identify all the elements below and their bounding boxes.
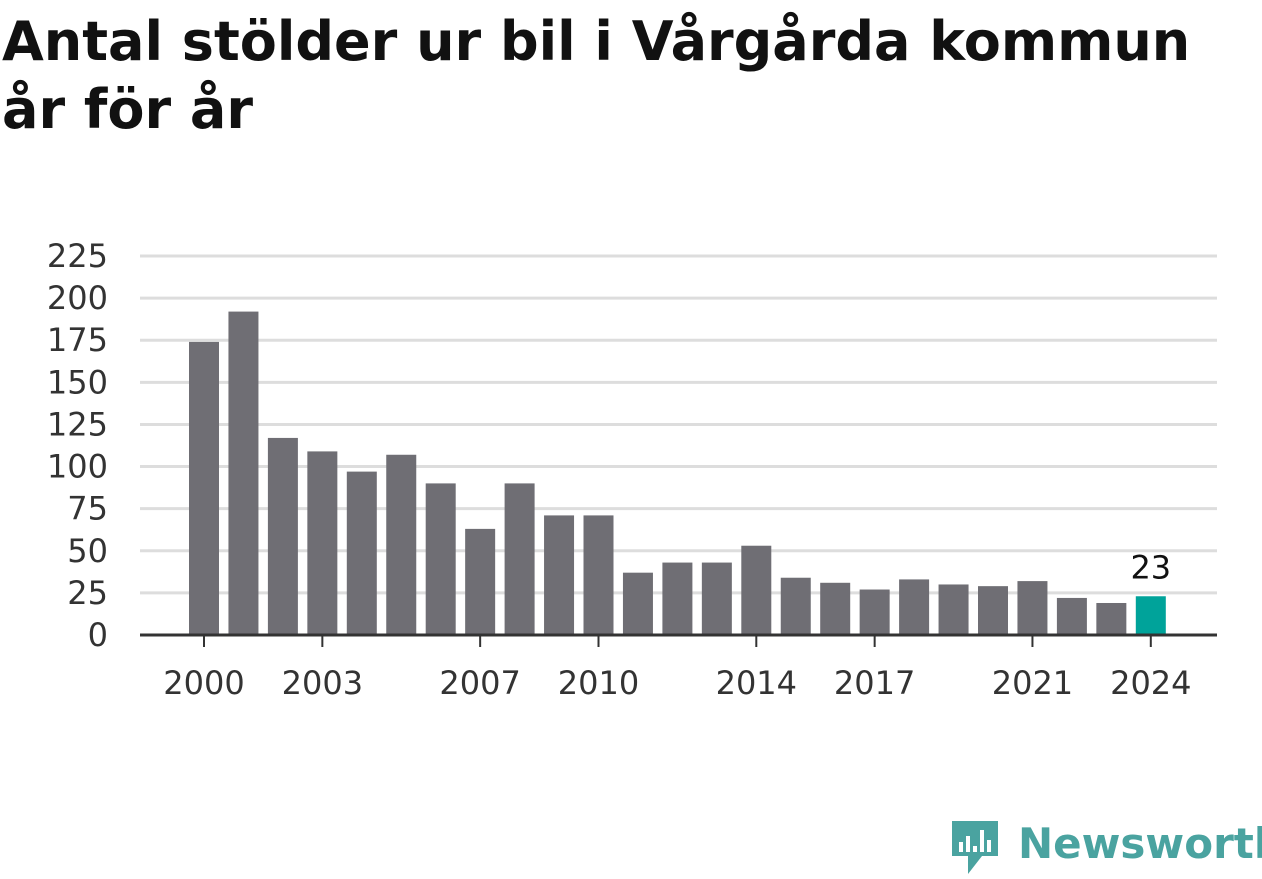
y-tick-label: 150 [47, 363, 108, 401]
chart-title: Antal stölder ur bil i Vårgårda kommun å… [2, 10, 1191, 141]
y-tick-label: 225 [47, 237, 108, 275]
y-tick-label: 100 [47, 448, 108, 486]
y-tick-label: 200 [47, 279, 108, 317]
bar-2022 [1056, 597, 1087, 635]
bar-2002 [267, 437, 298, 635]
bar-2005 [386, 454, 417, 635]
bar-2008 [504, 483, 535, 635]
gridlines [140, 254, 1217, 595]
bar-2014 [741, 545, 772, 635]
x-tick-label: 2010 [558, 664, 639, 702]
bar-2021 [1017, 581, 1048, 635]
bars [189, 311, 1166, 635]
y-tick-label: 175 [47, 321, 108, 359]
newsworthy-logo-icon [952, 821, 998, 874]
y-tick-label: 50 [67, 532, 108, 570]
y-tick-label: 125 [47, 405, 108, 443]
y-tick-label: 25 [67, 574, 108, 612]
x-axis: 2000 2003 2007 2010 2014 2017 2021 2024 [140, 633, 1217, 702]
bar-2000 [189, 341, 219, 635]
highlight-value-label: 23 [1130, 548, 1171, 586]
y-tick-label: 75 [67, 490, 108, 528]
bar-2009 [544, 515, 575, 635]
x-tick-label: 2003 [282, 664, 363, 702]
x-tick-label: 2007 [439, 664, 520, 702]
bar-2024 [1135, 596, 1166, 635]
bar-2012 [662, 562, 693, 635]
y-axis-ticks: 0 25 50 75 100 125 150 175 200 225 [47, 237, 108, 654]
bar-2003 [307, 451, 338, 635]
bar-2011 [622, 572, 653, 635]
bar-2016 [820, 582, 851, 635]
x-tick-label: 2017 [834, 664, 915, 702]
bar-2015 [780, 577, 811, 635]
bar-2019 [938, 584, 969, 635]
bar-2004 [346, 471, 377, 635]
x-tick-label: 2024 [1110, 664, 1191, 702]
y-tick-label: 0 [88, 616, 108, 654]
x-tick-label: 2021 [992, 664, 1073, 702]
data-labels: 23 [1130, 548, 1171, 586]
bar-2020 [978, 586, 1008, 635]
brand-name: Newsworthy [1018, 819, 1262, 868]
bar-2010 [583, 515, 614, 635]
bar-2018 [899, 579, 930, 635]
bar-2013 [701, 562, 732, 635]
bar-2007 [465, 528, 496, 635]
x-tick-label: 2000 [163, 664, 244, 702]
bar-2006 [425, 483, 456, 635]
bar-2017 [859, 589, 890, 635]
bar-2023 [1096, 602, 1127, 635]
bar-2001 [228, 311, 259, 635]
x-tick-label: 2014 [716, 664, 797, 702]
